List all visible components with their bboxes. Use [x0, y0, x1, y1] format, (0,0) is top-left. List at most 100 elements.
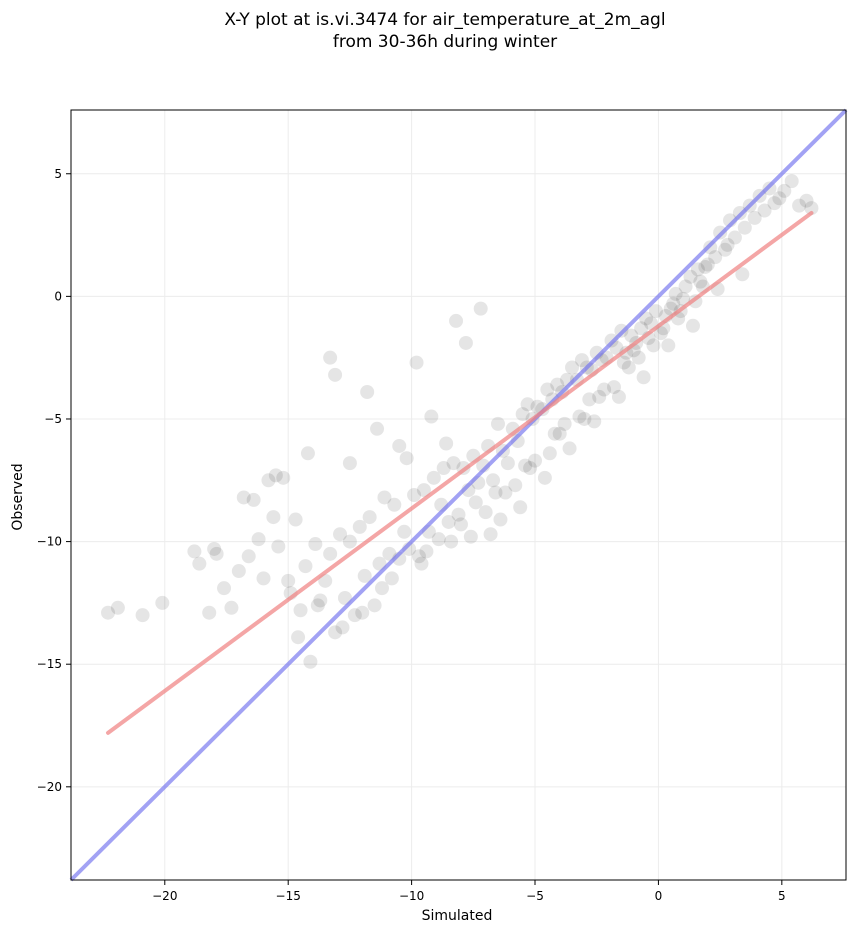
- data-point: [266, 510, 281, 525]
- data-point: [441, 514, 456, 529]
- data-point: [192, 556, 207, 571]
- data-point: [407, 488, 422, 502]
- x-tick-label: −5: [526, 889, 544, 903]
- data-point: [236, 490, 251, 505]
- data-point: [468, 495, 483, 510]
- data-point: [582, 392, 597, 407]
- data-point: [449, 313, 464, 328]
- regression-line: [106, 210, 814, 735]
- identity-line: [69, 108, 848, 882]
- data-point: [757, 203, 772, 218]
- data-point: [483, 527, 498, 542]
- data-point: [486, 473, 501, 488]
- data-point: [621, 360, 636, 375]
- data-point: [772, 191, 787, 206]
- data-point: [439, 436, 454, 451]
- data-point: [804, 201, 819, 216]
- data-point: [431, 532, 446, 547]
- data-point: [792, 198, 807, 213]
- data-point: [328, 367, 343, 382]
- data-point: [737, 220, 752, 235]
- data-point: [209, 546, 224, 561]
- data-point: [246, 492, 261, 507]
- data-point: [508, 478, 523, 493]
- data-point: [409, 355, 424, 370]
- data-point: [500, 456, 515, 471]
- data-point: [187, 544, 202, 559]
- data-point: [261, 473, 276, 488]
- x-tick-label: −20: [152, 889, 177, 903]
- plot-frame: [70, 109, 847, 881]
- data-point: [520, 397, 535, 412]
- data-point: [606, 380, 621, 395]
- data-point: [458, 335, 473, 350]
- data-point: [700, 257, 715, 272]
- data-point: [747, 210, 762, 225]
- data-point: [355, 605, 370, 620]
- x-tick-label: −10: [399, 889, 424, 903]
- data-point: [414, 556, 429, 571]
- data-point: [298, 559, 313, 574]
- data-point: [646, 338, 661, 353]
- data-point: [767, 196, 782, 211]
- data-point: [577, 411, 592, 426]
- data-point: [416, 483, 431, 498]
- data-point: [323, 546, 338, 561]
- data-point: [360, 385, 375, 400]
- data-point: [515, 407, 530, 422]
- data-point: [217, 581, 232, 596]
- data-point: [631, 350, 646, 365]
- data-point: [693, 274, 708, 289]
- data-point: [374, 581, 389, 596]
- data-point: [718, 242, 733, 257]
- data-point: [547, 426, 562, 441]
- data-point: [708, 250, 723, 265]
- y-axis-label: Observed: [10, 463, 26, 530]
- data-point: [352, 519, 367, 534]
- data-point: [648, 304, 663, 319]
- y-tick-label: −5: [44, 412, 62, 426]
- data-point: [444, 534, 459, 549]
- data-point: [572, 409, 587, 424]
- data-point: [493, 512, 508, 527]
- data-point: [513, 500, 528, 515]
- data-point: [624, 328, 639, 343]
- x-tick-label: −15: [276, 889, 301, 903]
- data-point: [291, 630, 306, 645]
- data-point: [241, 549, 256, 564]
- x-tick-label: 5: [778, 889, 786, 903]
- data-point: [342, 534, 357, 549]
- y-tick-label: −20: [37, 780, 62, 794]
- data-point: [574, 353, 589, 368]
- data-point: [347, 608, 362, 623]
- data-point: [542, 446, 557, 461]
- data-point: [587, 414, 602, 429]
- data-point: [446, 456, 461, 471]
- data-point: [530, 399, 545, 414]
- data-point: [685, 318, 700, 333]
- data-point: [436, 461, 451, 476]
- data-point: [384, 571, 399, 586]
- data-point: [678, 279, 693, 294]
- data-point: [308, 537, 323, 552]
- data-point: [661, 338, 676, 353]
- data-point: [550, 377, 565, 392]
- data-point: [377, 490, 392, 505]
- x-axis-ticks: −20 −15 −10 −5 0 5: [152, 880, 786, 903]
- data-point: [528, 453, 543, 468]
- data-point: [592, 389, 607, 404]
- data-point: [777, 183, 792, 198]
- data-point: [155, 595, 170, 610]
- data-point: [256, 571, 271, 586]
- data-point: [653, 326, 668, 341]
- data-point: [683, 269, 698, 284]
- fit-lines: [69, 108, 848, 882]
- data-point: [557, 416, 572, 431]
- data-points: [101, 174, 819, 669]
- data-point: [300, 446, 315, 461]
- data-point: [636, 370, 651, 385]
- data-point: [616, 355, 631, 370]
- data-point: [784, 174, 799, 189]
- data-point: [251, 532, 266, 547]
